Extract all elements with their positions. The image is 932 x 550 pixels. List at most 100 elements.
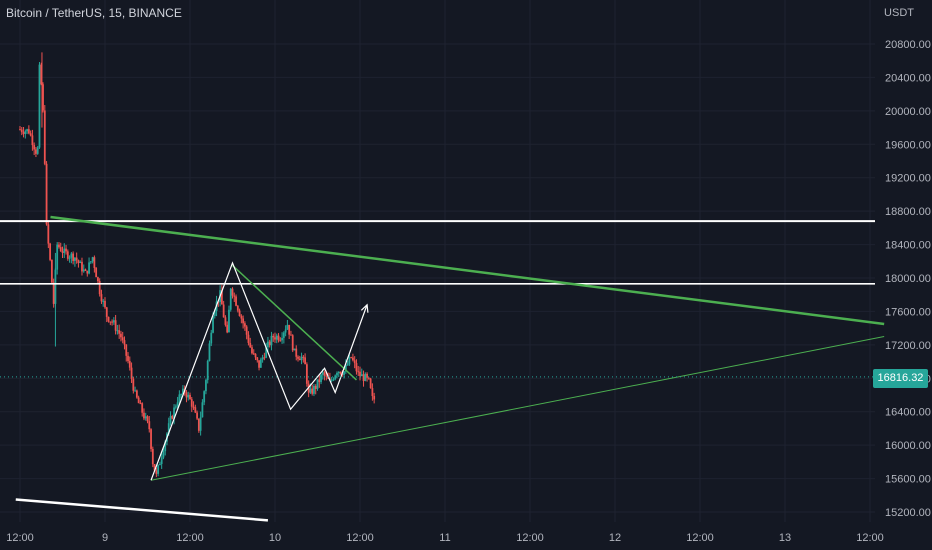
price-tick-label: 16400.00	[885, 407, 931, 419]
candle-body	[180, 394, 183, 396]
wave-path[interactable]	[150, 261, 368, 481]
candle-body	[238, 310, 241, 317]
candle-body	[228, 309, 230, 333]
candle-body	[187, 394, 190, 398]
candle-body	[210, 332, 213, 344]
candle-body	[205, 380, 207, 392]
candle-body	[274, 337, 276, 340]
candle-body	[84, 269, 87, 271]
falling-support-line[interactable]	[15, 498, 269, 522]
candle-body	[70, 253, 73, 258]
time-axis[interactable]: 12:00 9 12:00 10 12:00 11 12:00 12 12:00 13 12:00	[6, 532, 884, 544]
candle-body	[245, 326, 248, 335]
candle-body	[24, 131, 27, 134]
candle-body	[26, 129, 28, 132]
candle-body	[295, 348, 298, 357]
candle-body	[243, 323, 246, 327]
candle-body	[252, 353, 255, 355]
candle-body	[81, 261, 83, 272]
time-tick-label: 12:00	[346, 532, 374, 544]
candle-body	[169, 415, 172, 424]
candle-body	[121, 337, 124, 341]
candle-body	[143, 412, 145, 419]
candle-body	[208, 343, 211, 361]
candle-body	[82, 269, 85, 272]
candle-body	[42, 84, 44, 111]
candle-body	[171, 415, 174, 419]
price-tick-label: 20000.00	[885, 106, 931, 118]
candle-body	[68, 257, 71, 259]
candle-body	[359, 371, 361, 377]
candle-body	[300, 356, 303, 361]
trend-line-inner[interactable]	[231, 264, 357, 381]
candle-body	[192, 406, 195, 408]
candle-body	[220, 290, 223, 305]
candle-body	[189, 394, 191, 400]
candle-body	[146, 416, 149, 422]
candle-body	[267, 341, 269, 348]
candle-body	[40, 64, 43, 85]
candle-body	[357, 371, 360, 373]
candle-body	[366, 373, 368, 378]
candle-body	[313, 386, 315, 394]
candle-body	[182, 388, 184, 395]
candle-body	[105, 307, 108, 317]
candle-body	[63, 248, 66, 253]
candle-body	[125, 344, 128, 356]
candle-body	[56, 244, 59, 270]
candle-body	[213, 311, 216, 316]
candle-body	[201, 402, 204, 418]
candle-body	[190, 399, 193, 407]
candle-body	[355, 363, 358, 372]
candle-body	[20, 129, 23, 133]
candle-body	[206, 360, 209, 381]
wave-projection[interactable]	[150, 261, 369, 481]
candle-body	[249, 342, 252, 348]
candle-body	[58, 244, 60, 248]
candle-body	[127, 355, 129, 362]
candle-body	[233, 295, 236, 297]
candle-body	[100, 294, 103, 302]
candle-body	[35, 149, 37, 154]
candle-body	[61, 251, 64, 253]
trend-line-lower[interactable]	[150, 336, 885, 481]
trend-lines[interactable]	[15, 215, 885, 522]
candle-body	[174, 406, 177, 408]
candle-body	[304, 357, 307, 365]
candle-body	[360, 374, 363, 377]
candle-body	[369, 378, 372, 389]
chart-title[interactable]: Bitcoin / TetherUS, 15, BINANCE	[6, 6, 182, 20]
candle-body	[281, 337, 283, 341]
candle-body	[38, 64, 41, 148]
time-tick-label: 12	[609, 532, 621, 544]
candle-body	[332, 379, 335, 381]
candle-body	[339, 371, 342, 374]
candle-body	[134, 390, 137, 392]
candle-body	[263, 357, 266, 359]
trend-line-upper[interactable]	[50, 215, 885, 326]
candle-body	[348, 357, 351, 365]
candle-body	[118, 330, 121, 334]
horizontal-levels[interactable]	[0, 220, 875, 285]
candle-body	[109, 321, 112, 323]
time-tick-label: 13	[779, 532, 791, 544]
candle-body	[343, 371, 345, 375]
candle-body	[36, 147, 39, 154]
candle-body	[112, 320, 115, 323]
candle-body	[268, 341, 271, 346]
candle-body	[148, 421, 151, 430]
price-tick-label: 19200.00	[885, 173, 931, 185]
candle-body	[309, 388, 312, 393]
grid	[0, 0, 875, 522]
candle-body	[104, 300, 106, 308]
price-tick-label: 18400.00	[885, 240, 931, 252]
candle-body	[50, 259, 53, 283]
time-tick-label: 11	[439, 532, 450, 544]
candle-body	[153, 464, 156, 471]
price-axis[interactable]: 15200.0015600.0016000.0016400.0016800.00…	[885, 39, 931, 519]
candle-body	[265, 347, 268, 358]
candle-body	[128, 361, 131, 368]
price-tick-label: 18000.00	[885, 273, 931, 285]
candle-body	[352, 357, 354, 361]
